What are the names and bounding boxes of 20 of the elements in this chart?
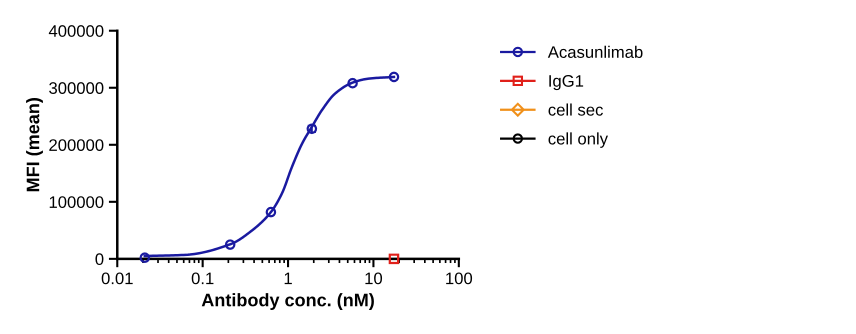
x-tick-label: 10 [365, 272, 382, 284]
point [347, 78, 358, 88]
point [388, 72, 400, 82]
y-axis-title: MFI (mean) [26, 98, 43, 192]
y-tick-label: 200000 [49, 139, 104, 151]
legend-label: cell only [548, 132, 608, 148]
x-tick-label: 0.01 [102, 272, 133, 284]
y-tick-label: 400000 [48, 25, 104, 37]
x-tick-label: 1 [284, 272, 292, 284]
y-tick-label: 100000 [50, 196, 104, 208]
legend-label: cell sec [548, 103, 603, 116]
point [266, 206, 276, 218]
x-tick-label: 0.1 [192, 272, 214, 284]
y-tick-label: 300000 [49, 82, 104, 94]
legend-label: Acasunlimab [548, 46, 643, 58]
y-tick-label: 0 [95, 253, 104, 266]
point [224, 239, 236, 250]
x-axis-title: Antibody conc. (nM) [202, 293, 374, 310]
legend-label: IgG1 [549, 75, 584, 90]
x-tick-label: 100 [446, 272, 472, 284]
